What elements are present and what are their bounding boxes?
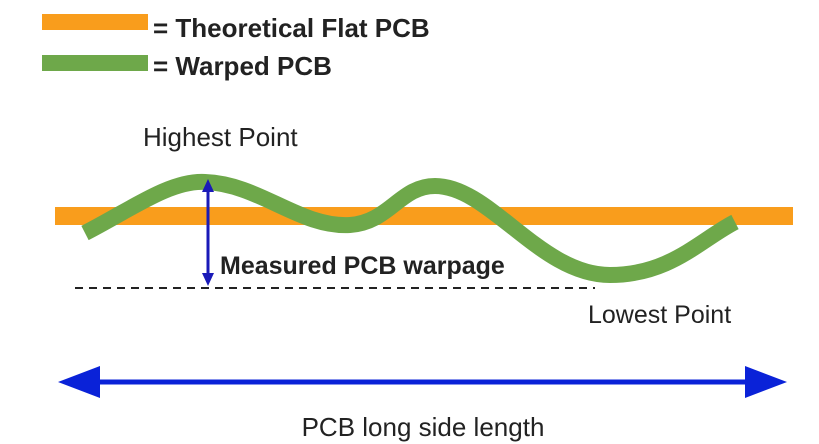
warped-pcb (81, 173, 739, 284)
length-label: PCB long side length (302, 412, 545, 442)
legend-label: = Theoretical Flat PCB (153, 13, 430, 43)
lowest-label: Lowest Point (588, 301, 731, 329)
highest-label: Highest Point (143, 122, 298, 152)
arrow-head (745, 366, 787, 398)
legend-label: = Warped PCB (153, 51, 332, 81)
legend-swatch-warped (42, 55, 148, 71)
flat-pcb (55, 207, 793, 225)
warpage-label: Measured PCB warpage (220, 252, 505, 280)
arrow-head (202, 273, 214, 286)
legend-swatch-flat (42, 14, 148, 30)
arrow-head (202, 179, 214, 192)
arrow-head (58, 366, 100, 398)
